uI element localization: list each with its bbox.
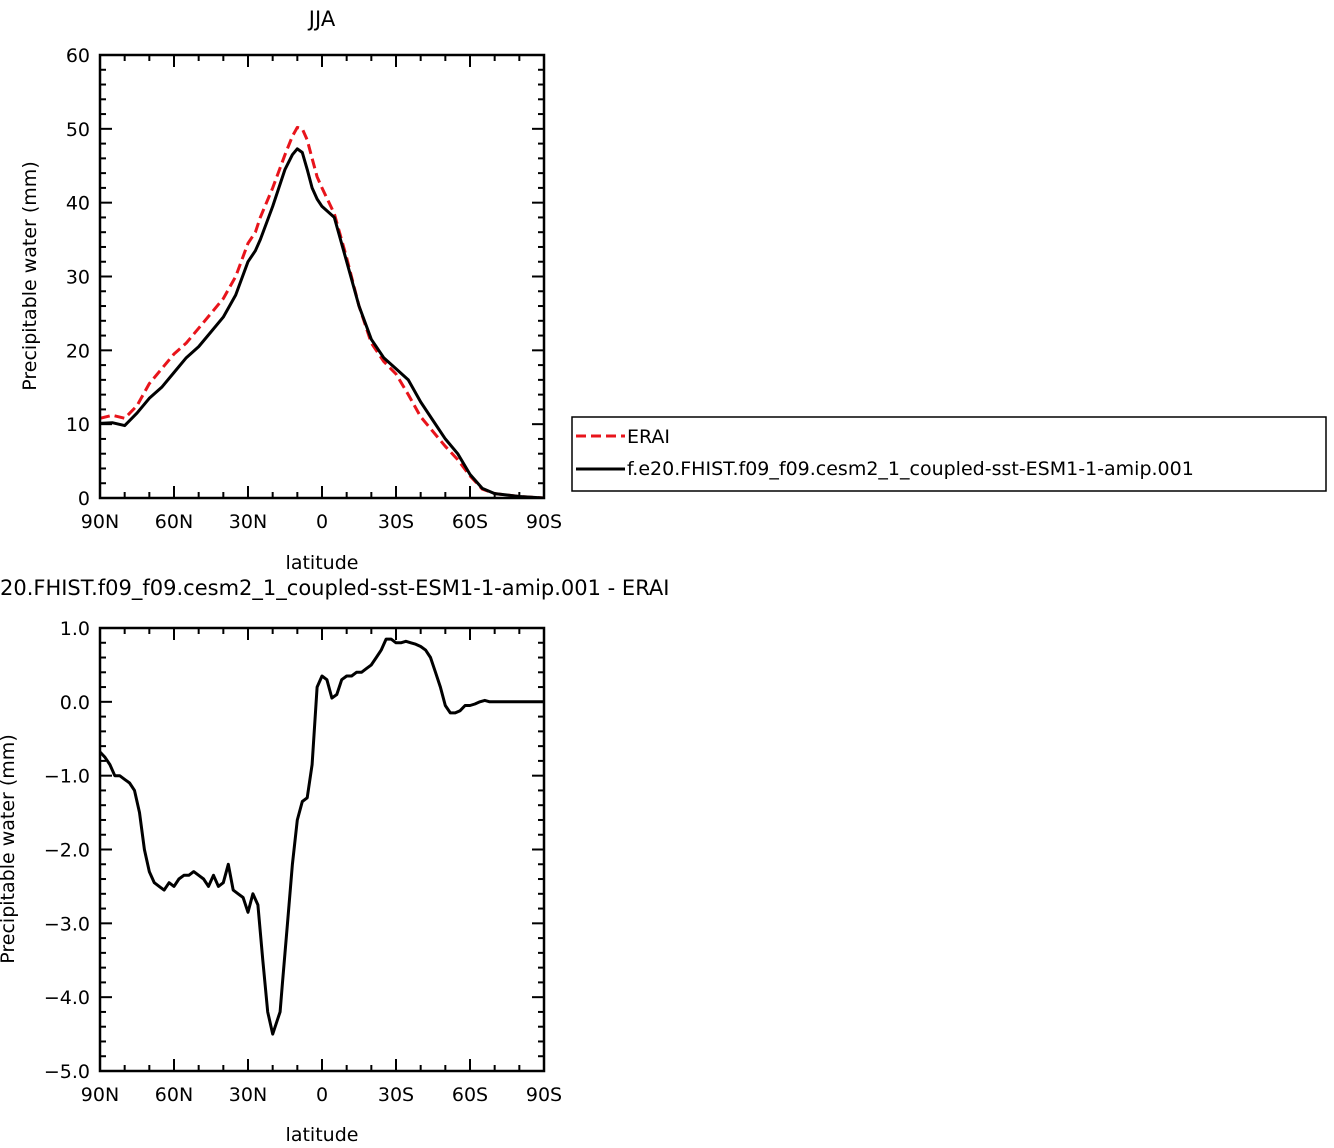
- legend-label-erai: ERAI: [627, 426, 670, 448]
- top-ticks-layer: 90N 60N 30N 0 30S 60S 90S 0 10 20 30 40 50 60: [66, 45, 562, 533]
- top-x-axis-label: latitude: [286, 552, 359, 574]
- top-y-tick-label: 20: [66, 340, 90, 362]
- bottom-x-tick-label: 90N: [81, 1084, 119, 1106]
- top-chart-title: JJA: [307, 7, 336, 31]
- bottom-ticks-layer: 90N 60N 30N 0 30S 60S 90S −5.0 −4.0 −3.0 −2.0 −1.0 0…: [44, 618, 562, 1106]
- top-series-line-1: [100, 147, 544, 498]
- top-series-line-0: [100, 125, 544, 498]
- bottom-y-tick-label: −2.0: [44, 840, 90, 862]
- bottom-x-tick-label: 30N: [229, 1084, 267, 1106]
- bottom-y-tick-label: −1.0: [44, 766, 90, 788]
- top-y-tick-label: 60: [66, 45, 90, 67]
- bottom-x-tick-label: 60N: [155, 1084, 193, 1106]
- top-x-tick-label: 90S: [526, 511, 562, 533]
- legend-label-model: f.e20.FHIST.f09_f09.cesm2_1_coupled-sst-…: [627, 458, 1194, 480]
- top-x-tick-label: 30N: [229, 511, 267, 533]
- bottom-y-tick-label: 0.0: [60, 692, 90, 714]
- bottom-y-tick-label: 1.0: [60, 618, 90, 640]
- top-y-tick-label: 0: [78, 488, 90, 510]
- top-plot-frame: [98, 53, 546, 500]
- bottom-chart-title: f.e20.FHIST.f09_f09.cesm2_1_coupled-sst-…: [0, 576, 669, 601]
- bottom-plot-frame: [98, 626, 546, 1073]
- top-y-tick-label: 30: [66, 267, 90, 289]
- top-x-tick-label: 30S: [378, 511, 414, 533]
- bottom-x-tick-label: 30S: [378, 1084, 414, 1106]
- legend-box: [571, 416, 1327, 492]
- bottom-x-tick-label: 0: [316, 1084, 328, 1106]
- bottom-x-axis-label: latitude: [286, 1124, 359, 1146]
- bottom-y-axis-label: Precipitable water (mm): [0, 734, 19, 963]
- top-y-tick-label: 40: [66, 193, 90, 215]
- bottom-y-tick-label: −4.0: [44, 987, 90, 1009]
- bottom-series-layer: [100, 637, 544, 1036]
- bottom-x-tick-label: 60S: [452, 1084, 488, 1106]
- top-x-tick-label: 60N: [155, 511, 193, 533]
- bottom-series-line-0: [100, 637, 544, 1036]
- legend: ERAI f.e20.FHIST.f09_f09.cesm2_1_coupled…: [571, 416, 1327, 492]
- bottom-y-tick-label: −5.0: [44, 1061, 90, 1083]
- top-y-axis-label: Precipitable water (mm): [19, 161, 41, 390]
- top-y-tick-label: 50: [66, 119, 90, 141]
- top-x-tick-label: 0: [316, 511, 328, 533]
- top-x-tick-label: 90N: [81, 511, 119, 533]
- top-x-tick-label: 60S: [452, 511, 488, 533]
- top-series-layer: [100, 125, 544, 498]
- bottom-y-tick-label: −3.0: [44, 913, 90, 935]
- bottom-chart-panel: f.e20.FHIST.f09_f09.cesm2_1_coupled-sst-…: [0, 576, 669, 1146]
- top-y-tick-label: 10: [66, 414, 90, 436]
- bottom-x-tick-label: 90S: [526, 1084, 562, 1106]
- top-chart-panel: JJA 90N 60N 30N 0 30S 60S 90S 0 10 20 30 40 50 60 lat…: [19, 7, 1327, 574]
